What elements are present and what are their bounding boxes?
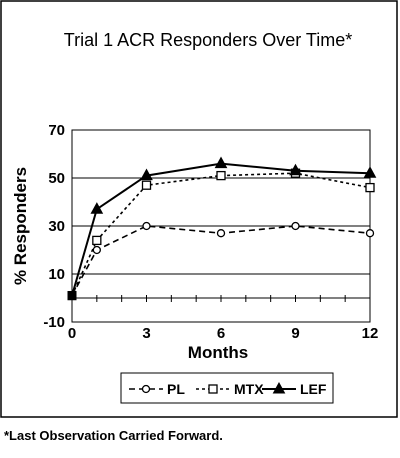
- y-tick-label: 10: [48, 266, 65, 283]
- x-axis-label: Months: [188, 343, 248, 362]
- legend-label-mtx: MTX: [234, 381, 264, 397]
- data-point-lef: [90, 202, 104, 214]
- series-line-lef: [71, 162, 371, 296]
- data-point-mtx: [365, 182, 375, 193]
- y-axis-label: % Responders: [11, 167, 30, 285]
- series-lef: [67, 156, 377, 301]
- legend-marker-lef: [272, 381, 286, 394]
- x-tick-label: 6: [217, 325, 225, 342]
- data-point-pl: [365, 229, 375, 238]
- data-point-lef: [67, 291, 77, 301]
- chart-frame: [0, 0, 398, 418]
- x-tick-label: 3: [142, 325, 150, 342]
- series-group: [67, 156, 377, 301]
- data-point-pl: [216, 229, 226, 238]
- data-point-mtx: [92, 235, 102, 246]
- legend-item-lef: LEF: [262, 381, 327, 397]
- legend-marker-mtx: [208, 384, 218, 394]
- axes: -10 10 30 50 70 0 3 6 9 12: [43, 122, 378, 342]
- chart-title: Trial 1 ACR Responders Over Time*: [64, 30, 352, 50]
- y-tick-label: 50: [48, 170, 65, 187]
- y-tick-label: 70: [48, 122, 65, 139]
- data-point-lef: [214, 156, 228, 169]
- footnote: *Last Observation Carried Forward.: [4, 428, 223, 443]
- x-tick-label: 0: [68, 325, 76, 342]
- legend-item-pl: PL: [129, 381, 185, 397]
- legend-marker-pl: [141, 384, 151, 394]
- data-point-mtx: [141, 180, 152, 190]
- data-point-lef: [363, 166, 377, 178]
- legend-box: [120, 372, 334, 404]
- y-tick-label: 30: [48, 218, 65, 235]
- data-point-pl: [291, 221, 300, 231]
- series-line-pl: [71, 225, 371, 296]
- legend: PL MTX LEF: [129, 381, 327, 397]
- data-point-lef: [140, 168, 153, 181]
- y-tick-label: -10: [43, 314, 65, 331]
- x-tick-label: 12: [362, 325, 379, 342]
- data-point-lef: [289, 163, 302, 176]
- data-point-pl: [142, 221, 151, 231]
- data-point-mtx: [216, 170, 226, 181]
- legend-label-pl: PL: [167, 381, 185, 397]
- data-point-pl: [92, 245, 101, 255]
- series-line-mtx: [71, 172, 371, 296]
- legend-item-mtx: MTX: [196, 381, 264, 397]
- legend-label-lef: LEF: [300, 381, 327, 397]
- x-tick-label: 9: [291, 325, 299, 342]
